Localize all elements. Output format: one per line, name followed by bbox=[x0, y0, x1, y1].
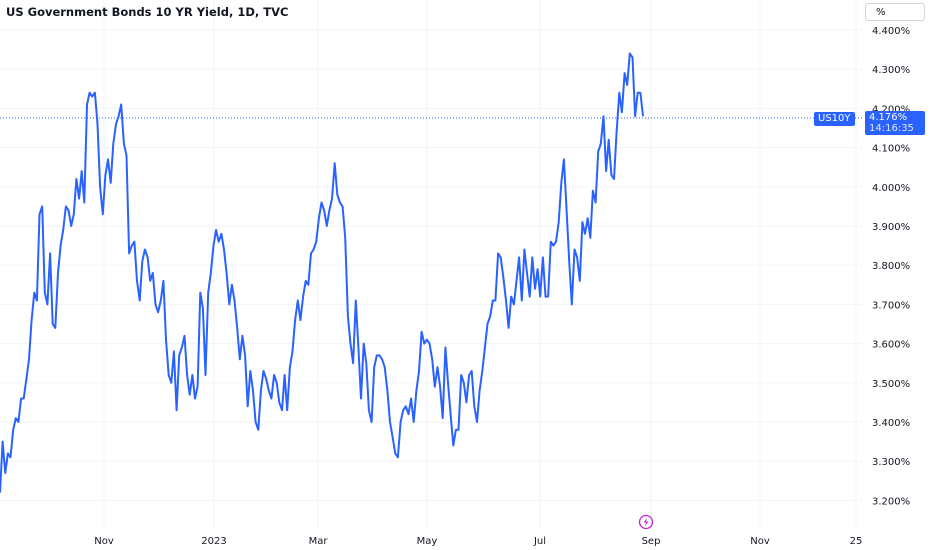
y-tick-label: 3.700% bbox=[872, 300, 910, 311]
grid-layer bbox=[0, 0, 862, 528]
lightning-icon[interactable] bbox=[638, 514, 654, 530]
x-tick-label: 2023 bbox=[201, 536, 226, 547]
y-tick-label: 3.400% bbox=[872, 418, 910, 429]
y-tick-label: 3.200% bbox=[872, 496, 910, 507]
y-tick-label: 4.000% bbox=[872, 183, 910, 194]
y-tick-label: 4.400% bbox=[872, 26, 910, 37]
x-tick-label: Jul bbox=[533, 536, 546, 547]
series-line-us10y bbox=[0, 52, 644, 493]
chart-title: US Government Bonds 10 YR Yield, 1D, TVC bbox=[6, 5, 289, 19]
last-price-badge: 4.176% 14:16:35 bbox=[865, 111, 925, 135]
y-tick-label: 3.500% bbox=[872, 379, 910, 390]
y-tick-label: 3.900% bbox=[872, 222, 910, 233]
countdown-timer: 14:16:35 bbox=[869, 123, 914, 134]
y-tick-label: 3.800% bbox=[872, 261, 910, 272]
last-price-value: 4.176% bbox=[869, 112, 908, 123]
x-tick-label: Nov bbox=[750, 536, 770, 547]
x-tick-label: 25 bbox=[850, 536, 863, 547]
x-tick-label: Mar bbox=[309, 536, 329, 547]
x-tick-label: Nov bbox=[94, 536, 114, 547]
y-tick-label: 4.100% bbox=[872, 144, 910, 155]
scale-mode-button[interactable]: % bbox=[865, 3, 925, 21]
x-tick-label: Sep bbox=[642, 536, 661, 547]
y-tick-label: 4.200% bbox=[872, 104, 910, 115]
y-tick-label: 4.300% bbox=[872, 65, 910, 76]
y-axis: 4.400% 4.300% 4.200% 4.100% 4.000% 3.900% 3.80… bbox=[872, 26, 910, 507]
x-tick-label: May bbox=[417, 536, 438, 547]
y-tick-label: 3.600% bbox=[872, 340, 910, 351]
y-tick-label: 3.300% bbox=[872, 457, 910, 468]
symbol-badge: US10Y bbox=[814, 112, 855, 126]
x-axis: Nov 2023 Mar May Jul Sep Nov 25 bbox=[94, 536, 862, 547]
